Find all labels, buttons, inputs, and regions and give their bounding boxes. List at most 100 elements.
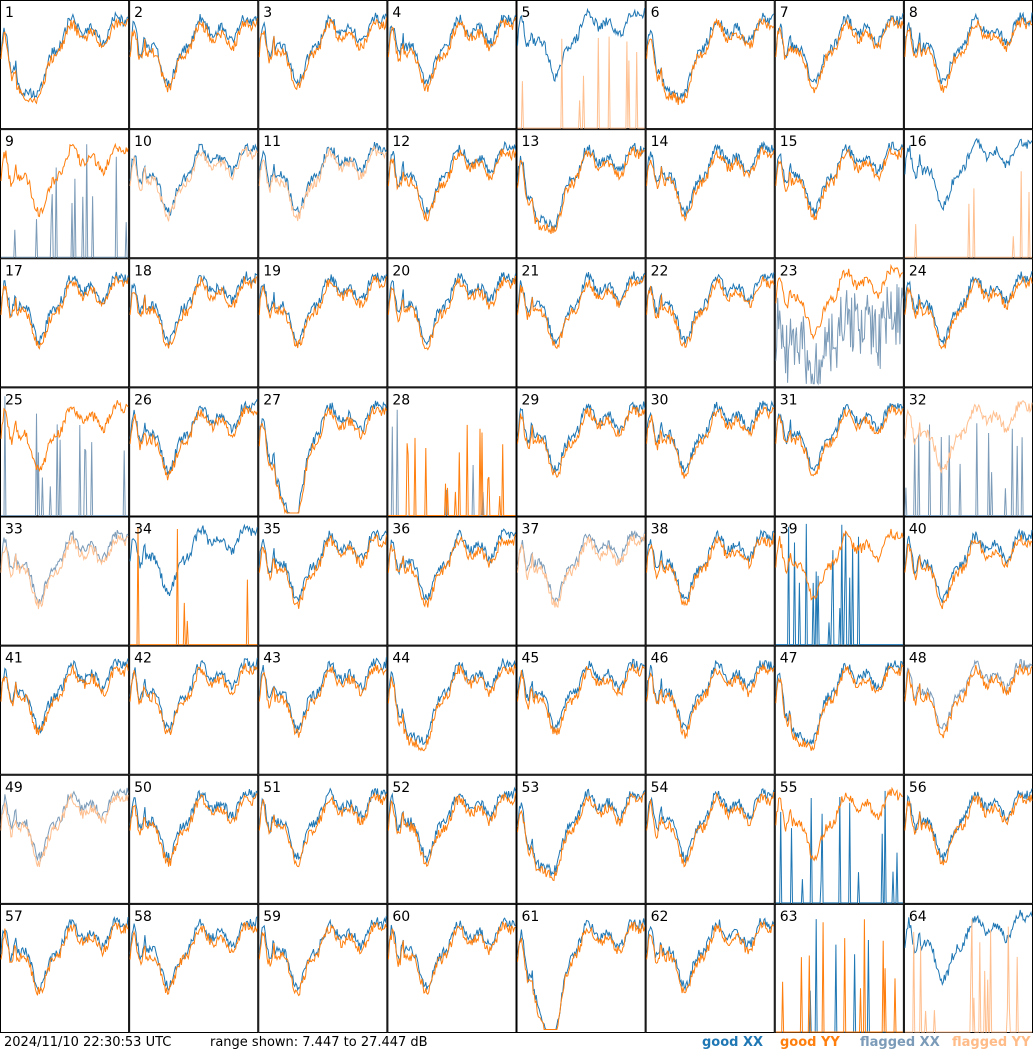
tile-frame	[129, 0, 259, 130]
tile-frame	[645, 258, 775, 388]
series-yy	[517, 792, 646, 882]
tile-frame	[258, 129, 388, 259]
tile-frame	[774, 645, 904, 775]
series-yy	[775, 528, 904, 601]
series-xx	[646, 400, 775, 474]
tile-label: 6	[651, 5, 660, 21]
series-yy	[517, 921, 646, 1030]
tile-label: 24	[909, 263, 927, 279]
tile-frame	[516, 0, 646, 130]
tile-label: 64	[909, 909, 927, 925]
tile-frame	[645, 903, 775, 1033]
series-xx	[258, 529, 387, 603]
series-yy	[904, 534, 1033, 610]
series-xx	[0, 916, 129, 992]
tile-label: 61	[522, 909, 540, 925]
tile-label: 8	[909, 5, 918, 21]
tile-label: 43	[263, 651, 281, 667]
tile-frame	[516, 387, 646, 517]
tile-label: 47	[780, 651, 798, 667]
tile-frame	[516, 645, 646, 775]
tile-frame	[516, 774, 646, 904]
series-yy	[775, 919, 903, 1033]
tile-label: 35	[263, 522, 281, 538]
tile-frame	[0, 258, 130, 388]
series-xx	[129, 14, 258, 89]
series-xx	[775, 790, 903, 904]
tile-label: 26	[134, 392, 152, 408]
tile-frame	[258, 774, 388, 904]
tile-frame	[0, 387, 130, 517]
tile-label: 25	[5, 392, 23, 408]
legend-good-xx: good XX	[702, 1035, 764, 1050]
tile-label: 13	[522, 134, 540, 150]
tile-frame	[0, 645, 130, 775]
series-xx	[517, 658, 645, 733]
series-xx	[387, 272, 516, 346]
tile-label: 33	[5, 522, 23, 538]
tile-frame	[387, 516, 517, 646]
tile-label: 60	[392, 909, 410, 925]
series-xx	[0, 11, 129, 99]
series-xx	[517, 7, 646, 83]
series-yy	[258, 17, 387, 91]
tile-frame	[774, 129, 904, 259]
tile-label: 11	[263, 134, 281, 150]
tile-label: 62	[651, 909, 669, 925]
series-yy	[0, 922, 129, 996]
series-yy	[775, 404, 904, 477]
tile-frame	[0, 903, 130, 1033]
tile-frame	[645, 645, 775, 775]
tile-frame	[645, 0, 775, 130]
series-xx	[775, 523, 903, 646]
series-yy	[775, 16, 904, 94]
series-xx	[129, 789, 258, 863]
series-yy	[517, 405, 646, 479]
series-xx	[0, 787, 129, 862]
series-xx	[904, 659, 1033, 730]
tile-label: 34	[134, 522, 152, 538]
footer-bar: 2024/11/10 22:30:53 UTC range shown: 7.4…	[0, 1033, 1033, 1053]
tile-frame	[129, 645, 259, 775]
tile-frame	[129, 774, 259, 904]
series-yy	[646, 406, 775, 479]
tile-frame	[516, 258, 646, 388]
series-yy	[258, 406, 387, 515]
tile-frame	[258, 516, 388, 646]
series-yy	[0, 534, 129, 610]
series-xx	[775, 13, 904, 85]
tile-label: 9	[5, 134, 14, 150]
tile-frame	[903, 0, 1033, 130]
tile-frame	[903, 774, 1033, 904]
series-yy	[517, 663, 645, 736]
series-xx	[646, 140, 775, 217]
range-label: range shown: 7.447 to 27.447 dB	[210, 1035, 428, 1050]
tile-label: 31	[780, 392, 798, 408]
series-yy	[517, 275, 646, 350]
series-xx	[904, 788, 1033, 862]
series-yy	[646, 533, 775, 607]
series-yy	[646, 146, 775, 222]
series-yy	[258, 792, 387, 868]
series-xx	[517, 918, 646, 1030]
tile-frame	[258, 258, 388, 388]
series-xx	[646, 529, 775, 601]
tile-label: 45	[522, 651, 540, 667]
tile-label: 48	[909, 651, 927, 667]
tile-label: 42	[134, 651, 152, 667]
legend-flagged-yy: flagged YY	[952, 1035, 1031, 1050]
tile-label: 29	[522, 392, 540, 408]
series-xx	[646, 12, 775, 101]
series-yy	[130, 527, 258, 646]
tile-frame	[387, 129, 517, 259]
series-yy	[0, 400, 129, 473]
series-xx	[1, 396, 129, 516]
tile-frame	[774, 387, 904, 517]
series-yy	[904, 16, 1033, 93]
tile-label: 57	[5, 909, 23, 925]
series-yy	[775, 145, 904, 221]
series-xx	[258, 657, 387, 734]
series-xx	[904, 423, 1032, 516]
series-yy	[258, 664, 387, 738]
